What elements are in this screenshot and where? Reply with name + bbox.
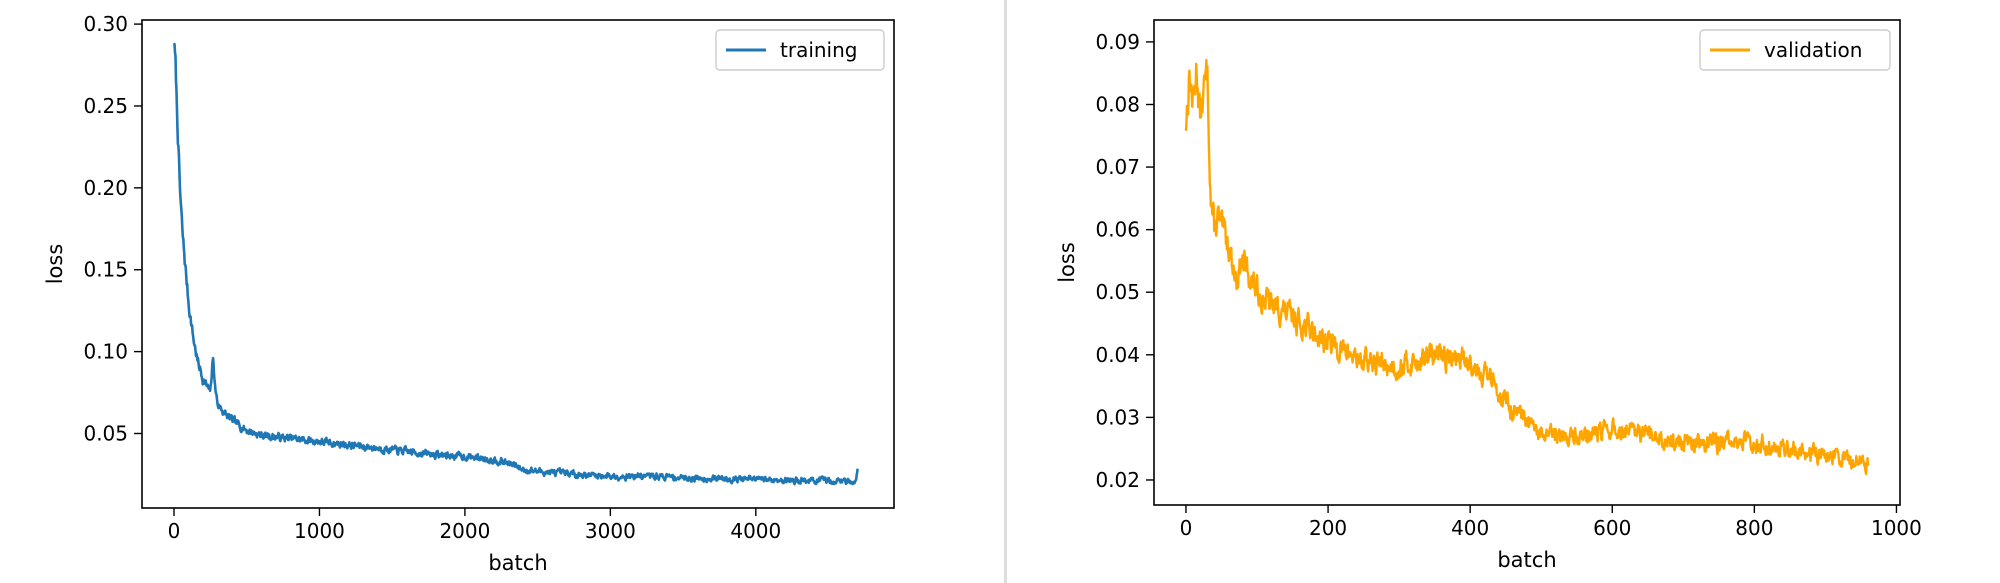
- legend-label: validation: [1764, 38, 1862, 62]
- plot-frame: [141, 19, 895, 509]
- x-tick-label: 4000: [730, 519, 781, 543]
- x-tick-label: 200: [1309, 516, 1347, 540]
- x-tick-label: 0: [1180, 516, 1193, 540]
- legend-box: [715, 29, 885, 71]
- legend-box: [1699, 29, 1891, 71]
- y-axis-label: loss: [1055, 242, 1079, 283]
- training-loss-chart: 0 1000 2000 3000 4000 0.05 0.10 0.15 0.20 0.25 0.3…: [43, 12, 895, 575]
- y-tick-label: 0.09: [1095, 30, 1140, 54]
- x-tick-label: 0: [168, 519, 181, 543]
- y-tick-label: 0.02: [1095, 468, 1140, 492]
- y-tick-label: 0.07: [1095, 155, 1140, 179]
- x-tick-label: 1000: [1871, 516, 1922, 540]
- y-tick-label: 0.25: [83, 94, 128, 118]
- legend-label: training: [780, 38, 857, 62]
- y-tick-label: 0.04: [1095, 343, 1140, 367]
- x-axis-label: batch: [488, 551, 547, 575]
- y-tick-label: 0.20: [83, 176, 128, 200]
- x-tick-label: 3000: [585, 519, 636, 543]
- y-tick-label: 0.06: [1095, 218, 1140, 242]
- validation-loss-chart: 0 200 400 600 800 1000 0.02 0.03 0.04 0.05 0.06 0.0…: [1055, 19, 1922, 572]
- x-tick-label: 2000: [439, 519, 490, 543]
- x-tick-label: 400: [1451, 516, 1489, 540]
- plot-frame: [1153, 19, 1901, 506]
- panel-divider[interactable]: [1004, 0, 1007, 583]
- series-line-training: [172, 42, 859, 486]
- x-axis-label: batch: [1497, 548, 1556, 572]
- y-tick-label: 0.05: [1095, 280, 1140, 304]
- x-tick-label: 600: [1593, 516, 1631, 540]
- y-axis-label: loss: [43, 244, 67, 285]
- y-tick-label: 0.10: [83, 340, 128, 364]
- y-tick-label: 0.30: [83, 12, 128, 36]
- x-tick-label: 800: [1735, 516, 1773, 540]
- y-tick-label: 0.03: [1095, 405, 1140, 429]
- y-tick-label: 0.05: [83, 421, 128, 445]
- series-line-validation: [1184, 58, 1870, 476]
- x-tick-label: 1000: [294, 519, 345, 543]
- y-tick-label: 0.15: [83, 258, 128, 282]
- y-tick-label: 0.08: [1095, 92, 1140, 116]
